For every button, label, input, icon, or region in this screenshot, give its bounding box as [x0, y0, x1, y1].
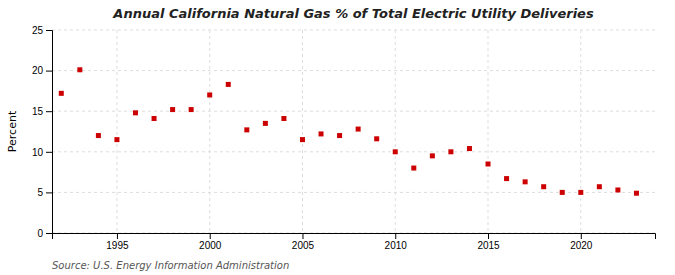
point	[337, 133, 342, 138]
y-axis: 0 5 10 15 20 25	[32, 25, 53, 239]
tick-label: 5	[37, 187, 43, 198]
tick-label: 15	[32, 106, 44, 117]
tick: 2000	[199, 233, 222, 251]
point	[634, 191, 639, 196]
point	[319, 131, 324, 136]
tick-mark	[117, 233, 118, 239]
tick: 0	[37, 228, 52, 239]
tick-mark	[46, 233, 52, 234]
grid-line	[580, 30, 581, 233]
axis-line	[46, 31, 53, 234]
tick-label: 2015	[477, 240, 500, 251]
tick-mark	[46, 71, 52, 72]
point	[541, 184, 546, 189]
grid-line	[302, 30, 303, 233]
point	[281, 116, 286, 121]
tick-label: 2020	[570, 240, 593, 251]
tick: 2010	[385, 233, 408, 251]
grid	[52, 30, 655, 233]
grid-line	[52, 30, 655, 31]
chart: 1995 2000 2005 2010 2015 2020 0 5 10 15 20 25 Annual…	[0, 0, 675, 275]
tick-mark	[46, 152, 52, 153]
tick-label: 2000	[199, 240, 222, 251]
title: Annual California Natural Gas % of Total…	[112, 6, 594, 21]
grid-line	[209, 30, 210, 233]
tick-label: 2010	[385, 240, 408, 251]
tick-mark	[488, 233, 489, 239]
tick-mark	[302, 233, 303, 239]
tick-label: 10	[32, 147, 44, 158]
tick: 20	[32, 65, 52, 76]
point	[356, 127, 361, 132]
point	[96, 133, 101, 138]
grid-line	[52, 111, 655, 112]
point	[486, 161, 491, 166]
tick-label: 0	[37, 228, 43, 239]
tick-label: 2005	[292, 240, 315, 251]
point	[430, 153, 435, 158]
point	[77, 67, 82, 72]
grid-line	[116, 30, 117, 233]
point	[560, 190, 565, 195]
tick: 15	[32, 106, 52, 117]
point	[226, 82, 231, 87]
point	[615, 187, 620, 192]
point	[467, 146, 472, 151]
point	[523, 179, 528, 184]
point	[244, 127, 249, 132]
tick: 10	[32, 147, 52, 158]
tick: 2020	[570, 233, 593, 251]
tick: 2015	[477, 233, 500, 251]
points	[59, 67, 639, 195]
point	[133, 110, 138, 115]
point	[207, 92, 212, 97]
grid-line	[52, 70, 655, 71]
point	[170, 107, 175, 112]
point	[300, 137, 305, 142]
tick: 2005	[292, 233, 315, 251]
tick-mark	[581, 233, 582, 239]
tick: 25	[32, 25, 52, 36]
point	[597, 184, 602, 189]
grid-line	[52, 151, 655, 152]
axis-line	[53, 234, 656, 240]
tick-mark	[46, 30, 52, 31]
tick-label: 25	[32, 25, 44, 36]
axis-title: Percent	[6, 110, 19, 152]
tick-mark	[395, 233, 396, 239]
tick-mark	[210, 233, 211, 239]
grid-line	[488, 30, 489, 233]
point	[393, 149, 398, 154]
grid-line	[395, 30, 396, 233]
point	[189, 107, 194, 112]
point	[374, 136, 379, 141]
x-axis: 1995 2000 2005 2010 2015 2020	[53, 233, 656, 251]
annotation: Source: U.S. Energy Information Administ…	[52, 260, 289, 271]
tick-mark	[46, 111, 52, 112]
point	[152, 116, 157, 121]
point	[114, 137, 119, 142]
tick-mark	[46, 192, 52, 193]
point	[504, 176, 509, 181]
point	[59, 91, 64, 96]
tick: 5	[37, 187, 52, 198]
point	[263, 121, 268, 126]
point	[448, 149, 453, 154]
point	[578, 190, 583, 195]
tick-label: 1995	[106, 240, 129, 251]
tick: 1995	[106, 233, 129, 251]
tick-label: 20	[32, 65, 44, 76]
point	[411, 166, 416, 171]
